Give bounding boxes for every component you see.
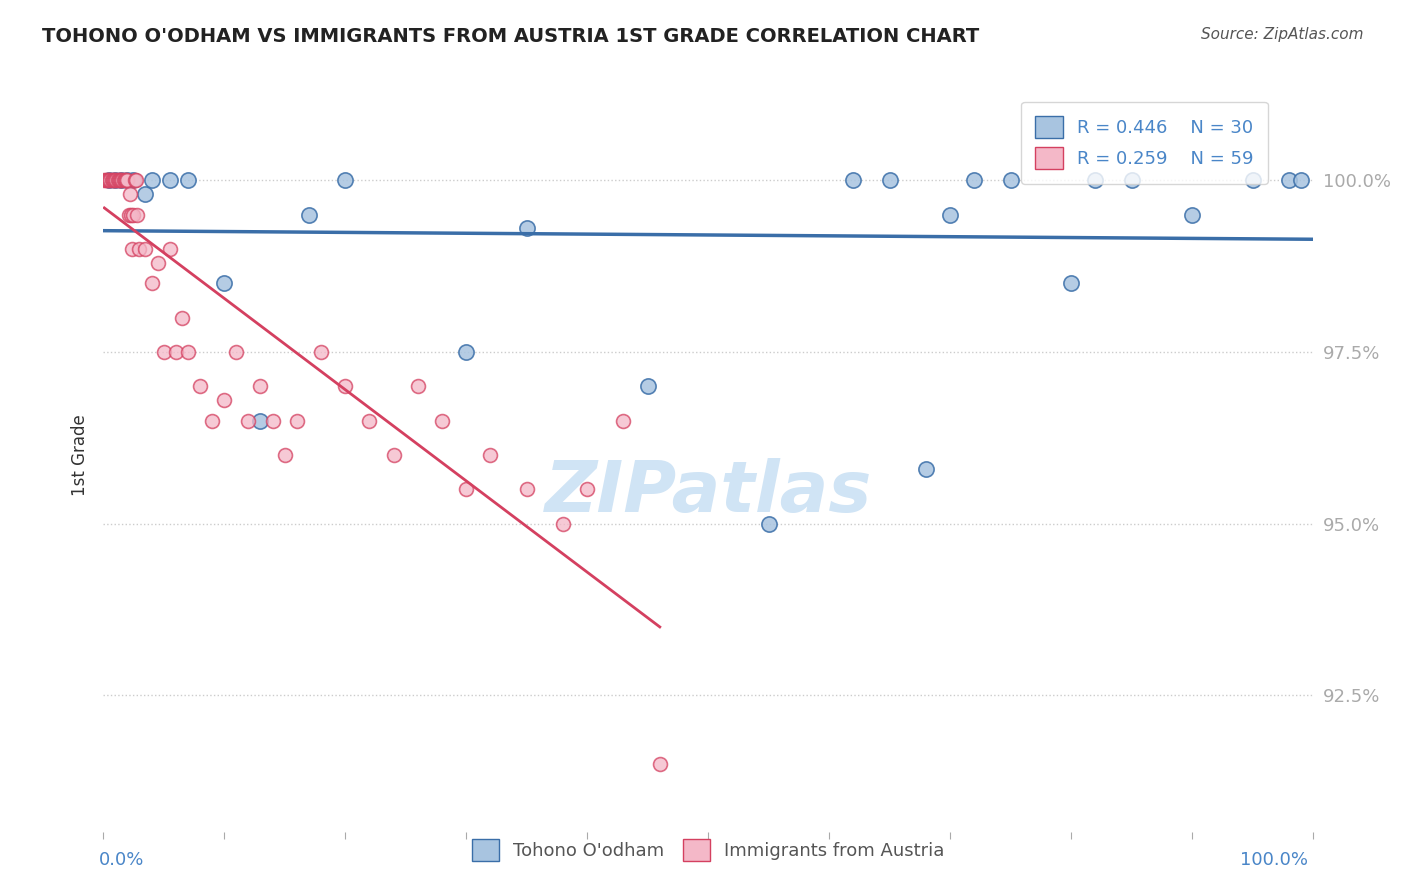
Point [637,379,659,393]
Point [915,461,938,475]
Point [108,173,131,187]
Point [212,392,235,407]
Point [285,414,308,428]
Point [201,414,224,428]
Point [430,414,453,428]
Point [939,208,962,222]
Point [100,173,122,187]
Point [104,173,127,187]
Point [238,414,260,428]
Point [309,345,332,359]
Legend: R = 0.446    N = 30, R = 0.259    N = 59: R = 0.446 N = 30, R = 0.259 N = 59 [1021,102,1268,184]
Point [648,756,671,771]
Point [124,173,146,187]
Point [114,173,136,187]
Point [120,208,142,222]
Text: 0.0%: 0.0% [98,851,143,869]
Point [170,310,193,325]
Point [333,379,356,393]
Point [1084,173,1107,187]
Point [1241,173,1264,187]
Point [134,187,156,202]
Point [103,173,125,187]
Point [117,173,139,187]
Point [249,414,271,428]
Point [212,277,235,291]
Point [111,173,134,187]
Point [94,173,117,187]
Point [110,173,132,187]
Point [98,173,121,187]
Point [188,379,211,393]
Point [118,187,141,202]
Point [93,173,115,187]
Point [117,173,139,187]
Point [576,482,599,496]
Point [612,414,634,428]
Point [1181,208,1204,222]
Text: Source: ZipAtlas.com: Source: ZipAtlas.com [1201,27,1364,42]
Point [1000,173,1022,187]
Y-axis label: 1st Grade: 1st Grade [72,414,89,496]
Point [406,379,429,393]
Point [382,448,405,462]
Point [879,173,901,187]
Point [758,516,780,531]
Point [107,173,129,187]
Point [1060,277,1083,291]
Point [125,173,148,187]
Point [108,173,131,187]
Point [101,173,124,187]
Point [117,208,139,222]
Point [177,345,200,359]
Point [273,448,295,462]
Text: TOHONO O'ODHAM VS IMMIGRANTS FROM AUSTRIA 1ST GRADE CORRELATION CHART: TOHONO O'ODHAM VS IMMIGRANTS FROM AUSTRI… [42,27,980,45]
Text: 100.0%: 100.0% [1240,851,1308,869]
Point [97,173,120,187]
Text: ZIPatlas: ZIPatlas [544,458,872,527]
Point [121,242,143,256]
Point [105,173,128,187]
Point [1278,173,1301,187]
Point [225,345,247,359]
Point [141,173,163,187]
Point [1121,173,1143,187]
Point [122,173,145,187]
Point [963,173,986,187]
Point [842,173,865,187]
Point [104,173,127,187]
Point [516,221,538,235]
Point [122,208,145,222]
Point [141,277,163,291]
Point [551,516,574,531]
Point [456,345,478,359]
Point [165,345,187,359]
Point [177,173,200,187]
Point [249,379,271,393]
Point [516,482,538,496]
Point [456,482,478,496]
Point [1289,173,1312,187]
Point [96,173,118,187]
Point [298,208,321,222]
Point [333,173,356,187]
Point [479,448,502,462]
Point [262,414,284,428]
Point [115,173,138,187]
Point [134,242,156,256]
Point [98,173,121,187]
Point [125,208,148,222]
Point [152,345,174,359]
Point [159,242,181,256]
Point [159,173,181,187]
Point [100,173,122,187]
Point [146,256,169,270]
Point [128,242,150,256]
Point [359,414,381,428]
Point [110,173,132,187]
Point [112,173,135,187]
